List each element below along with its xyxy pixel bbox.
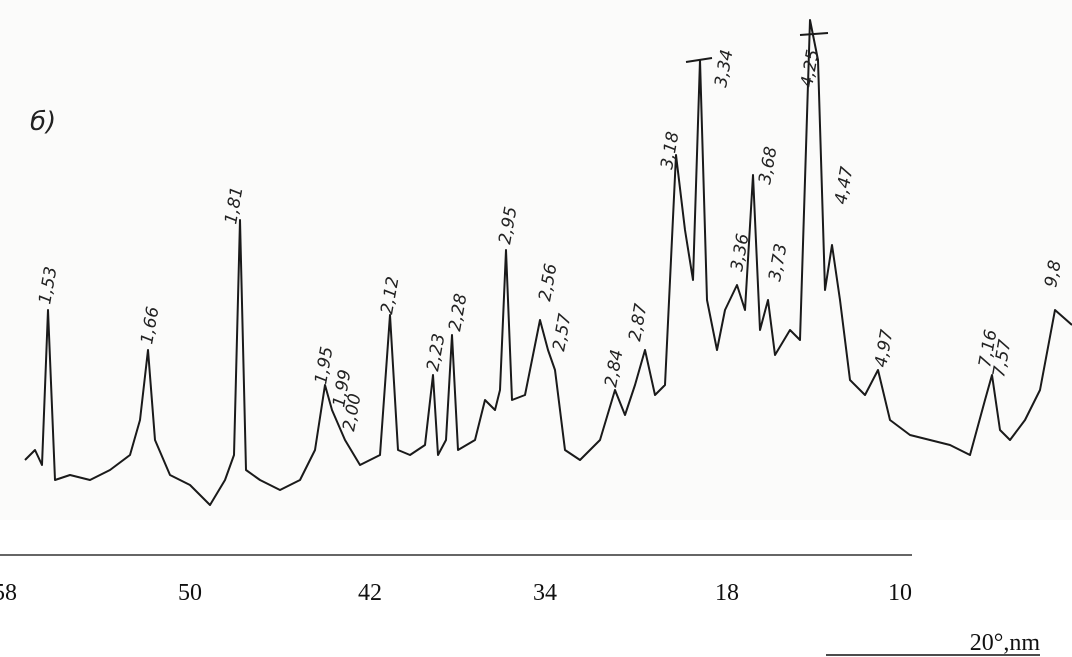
x-tick-label: 10 (888, 580, 912, 606)
x-tick-label: 50 (178, 580, 202, 606)
x-tick-label: 42 (358, 580, 382, 606)
x-tick-label: 34 (533, 580, 557, 606)
x-axis-label: 20°,nm (970, 630, 1041, 656)
x-tick-label: 58 (0, 580, 17, 606)
figure: б) 20°,nm 1,531,661,811,951,992,002,122,… (0, 0, 1072, 657)
x-tick-label: 18 (715, 580, 739, 606)
scan-background (0, 0, 1072, 520)
panel-label: б) (30, 107, 56, 137)
